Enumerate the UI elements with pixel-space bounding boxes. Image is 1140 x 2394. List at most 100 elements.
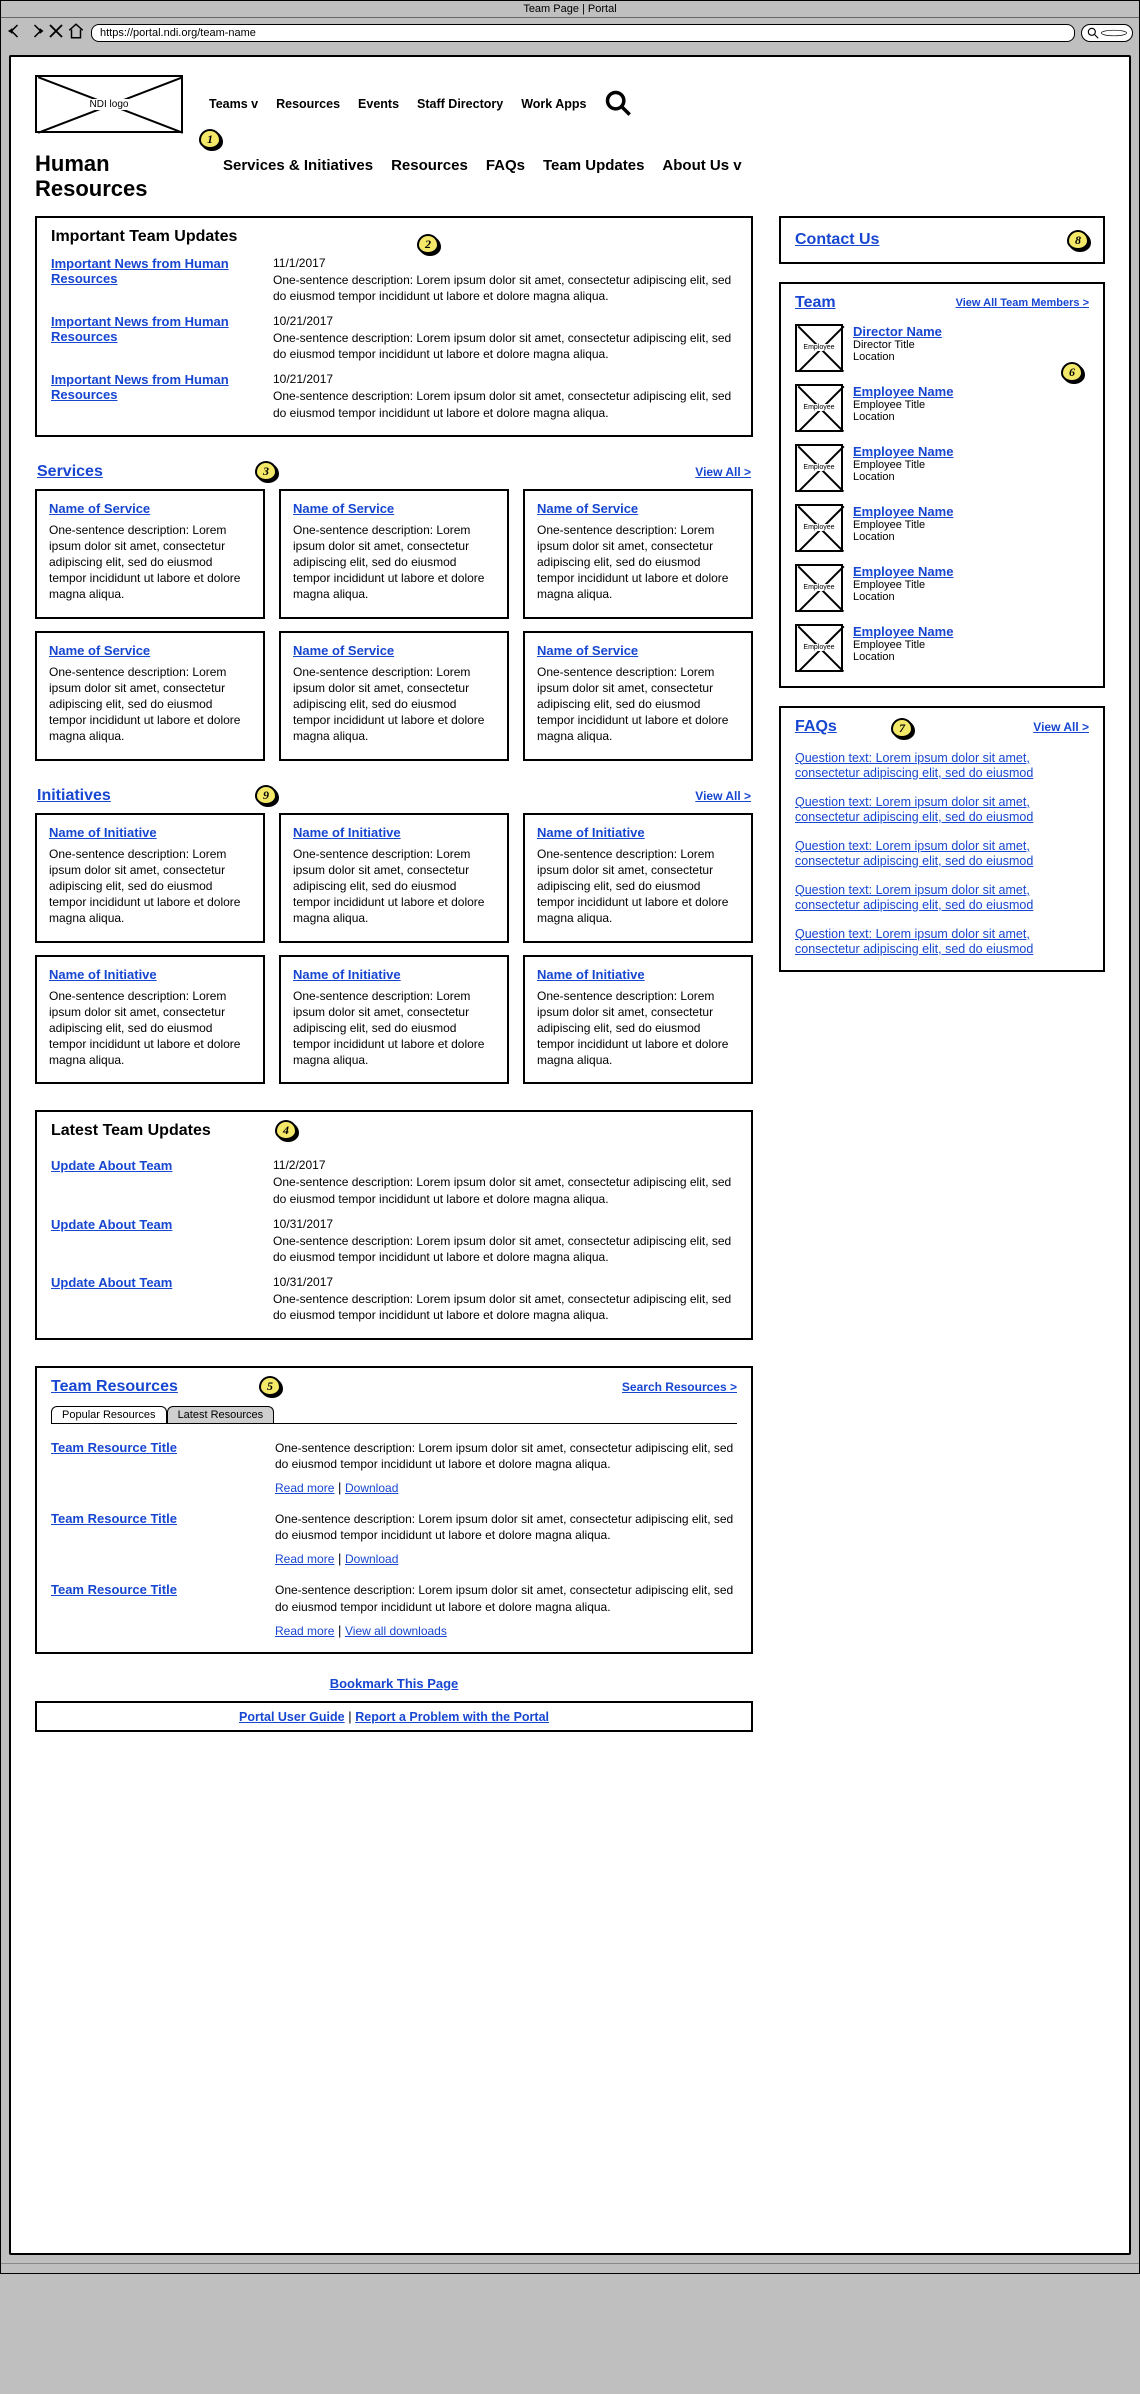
latest-update-link[interactable]: Update About Team [51,1158,251,1206]
service-link[interactable]: Name of Service [49,501,251,516]
faq-question-link[interactable]: Question text: Lorem ipsum dolor sit ame… [795,751,1033,780]
url-input[interactable]: https://portal.ndi.org/team-name [91,24,1075,42]
avatar: Employee [795,564,843,612]
service-link[interactable]: Name of Service [537,643,739,658]
avatar: Employee [795,384,843,432]
resource-download-link[interactable]: Download [345,1481,398,1495]
faqs-panel: FAQs View All > 7 Question text: Lorem i… [779,706,1105,972]
home-icon[interactable] [67,22,85,43]
annotation-7: 7 [891,718,913,738]
resource-download-link[interactable]: Download [345,1552,398,1566]
search-resources-link[interactable]: Search Resources > [622,1380,737,1394]
service-desc: One-sentence description: Lorem ipsum do… [293,522,495,603]
resource-title-link[interactable]: Team Resource Title [51,1440,251,1495]
contact-us-link[interactable]: Contact Us [795,231,879,249]
initiative-desc: One-sentence description: Lorem ipsum do… [537,846,739,927]
resource-download-link[interactable]: View all downloads [345,1624,447,1638]
view-all-team-members-link[interactable]: View All Team Members > [956,297,1089,309]
service-link[interactable]: Name of Service [49,643,251,658]
service-link[interactable]: Name of Service [293,501,495,516]
member-location: Location [853,531,895,543]
member-name-link[interactable]: Employee Name [853,504,953,519]
faq-question-link[interactable]: Question text: Lorem ipsum dolor sit ame… [795,927,1033,956]
member-name-link[interactable]: Director Name [853,324,942,339]
initiative-link[interactable]: Name of Initiative [49,825,251,840]
initiative-card: Name of Initiative One-sentence descript… [279,813,509,943]
nav-teams[interactable]: Teams v [209,97,258,111]
faqs-heading-link[interactable]: FAQs [795,718,837,736]
services-view-all[interactable]: View All > [695,465,751,479]
resource-read-more-link[interactable]: Read more [275,1624,334,1638]
subnav-about-us[interactable]: About Us v [662,157,741,174]
subnav-resources[interactable]: Resources [391,157,468,174]
latest-update-link[interactable]: Update About Team [51,1217,251,1265]
important-news-link[interactable]: Important News from Human Resources [51,256,251,304]
faq-question-link[interactable]: Question text: Lorem ipsum dolor sit ame… [795,795,1033,824]
member-name-link[interactable]: Employee Name [853,384,953,399]
browser-toolbar: https://portal.ndi.org/team-name [1,18,1139,47]
sub-nav: Services & Initiatives Resources FAQs Te… [223,157,1105,174]
faqs-view-all[interactable]: View All > [1033,720,1089,734]
important-news-link[interactable]: Important News from Human Resources [51,372,251,420]
search-pill[interactable] [1081,24,1133,42]
initiative-desc: One-sentence description: Lorem ipsum do… [293,988,495,1069]
member-location: Location [853,471,895,483]
service-desc: One-sentence description: Lorem ipsum do… [49,522,251,603]
service-link[interactable]: Name of Service [537,501,739,516]
team-heading-link[interactable]: Team [795,294,836,312]
search-icon[interactable] [604,89,632,120]
portal-user-guide-link[interactable]: Portal User Guide [239,1710,345,1724]
subnav-team-updates[interactable]: Team Updates [543,157,644,174]
logo[interactable]: NDI logo [35,75,183,133]
resource-read-more-link[interactable]: Read more [275,1481,334,1495]
latest-update-link[interactable]: Update About Team [51,1275,251,1323]
bookmark-this-page-link[interactable]: Bookmark This Page [330,1676,459,1691]
nav-events[interactable]: Events [358,97,399,111]
team-resources-heading-link[interactable]: Team Resources [51,1378,178,1396]
back-icon[interactable] [7,22,25,43]
resource-title-link[interactable]: Team Resource Title [51,1511,251,1566]
member-title: Employee Title [853,579,925,591]
nav-work-apps[interactable]: Work Apps [521,97,586,111]
avatar: Employee [795,324,843,372]
resource-read-more-link[interactable]: Read more [275,1552,334,1566]
annotation-2: 2 [417,234,439,254]
update-desc: One-sentence description: Lorem ipsum do… [273,1291,737,1323]
initiatives-view-all[interactable]: View All > [695,789,751,803]
update-date: 10/31/2017 [273,1217,737,1231]
service-card: Name of Service One-sentence description… [523,631,753,761]
initiative-card: Name of Initiative One-sentence descript… [35,955,265,1085]
important-news-link[interactable]: Important News from Human Resources [51,314,251,362]
initiative-link[interactable]: Name of Initiative [537,967,739,982]
nav-resources[interactable]: Resources [276,97,340,111]
service-card: Name of Service One-sentence description… [35,489,265,619]
team-member: Employee Employee Name Employee Title Lo… [795,504,1089,552]
initiatives-heading-link[interactable]: Initiatives [37,787,111,805]
stop-icon[interactable] [47,22,65,43]
initiative-link[interactable]: Name of Initiative [293,825,495,840]
subnav-services-initiatives[interactable]: Services & Initiatives [223,157,373,174]
initiative-link[interactable]: Name of Initiative [537,825,739,840]
forward-icon[interactable] [27,22,45,43]
service-link[interactable]: Name of Service [293,643,495,658]
member-title: Employee Title [853,519,925,531]
member-name-link[interactable]: Employee Name [853,624,953,639]
team-member: Employee Employee Name Employee Title Lo… [795,624,1089,672]
initiative-link[interactable]: Name of Initiative [49,967,251,982]
service-card: Name of Service One-sentence description… [523,489,753,619]
nav-staff-directory[interactable]: Staff Directory [417,97,503,111]
initiative-link[interactable]: Name of Initiative [293,967,495,982]
tab-latest-resources[interactable]: Latest Resources [167,1406,275,1423]
tab-popular-resources[interactable]: Popular Resources [51,1406,167,1423]
team-member: Employee Employee Name Employee Title Lo… [795,564,1089,612]
faq-question-link[interactable]: Question text: Lorem ipsum dolor sit ame… [795,839,1033,868]
resource-title-link[interactable]: Team Resource Title [51,1582,251,1637]
subnav-faqs[interactable]: FAQs [486,157,525,174]
member-name-link[interactable]: Employee Name [853,444,953,459]
services-heading-link[interactable]: Services [37,463,103,481]
top-nav: Teams v Resources Events Staff Directory… [209,89,632,120]
faq-question-link[interactable]: Question text: Lorem ipsum dolor sit ame… [795,883,1033,912]
report-problem-link[interactable]: Report a Problem with the Portal [355,1710,549,1724]
member-location: Location [853,651,895,663]
member-name-link[interactable]: Employee Name [853,564,953,579]
